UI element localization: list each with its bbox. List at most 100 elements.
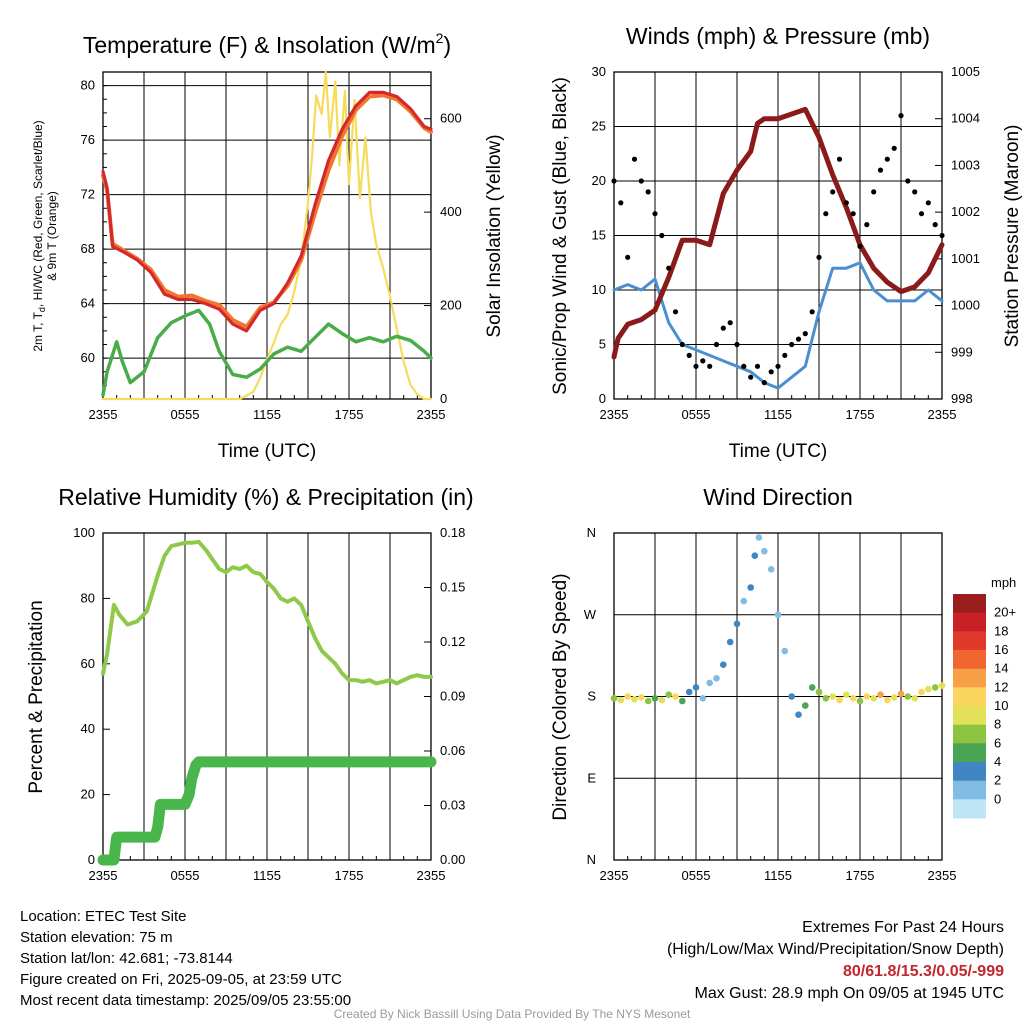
- gust-point: [754, 363, 761, 369]
- gust-point: [871, 189, 877, 195]
- gust-point: [850, 211, 856, 217]
- gust-point: [700, 358, 706, 364]
- station-location: Location: ETEC Test Site: [20, 908, 187, 925]
- direction-point: [856, 697, 864, 705]
- direction-point: [726, 638, 734, 646]
- gust-point: [727, 320, 733, 326]
- direction-point: [699, 695, 707, 702]
- gust-point: [932, 222, 938, 228]
- gust-point: [734, 341, 740, 348]
- direction-point: [610, 695, 618, 702]
- direction-point: [617, 696, 625, 704]
- y-right-tick-label: 1002: [951, 204, 980, 219]
- y-right-tick-label: 200: [440, 298, 462, 313]
- direction-point: [849, 695, 857, 702]
- gust-point: [816, 254, 822, 260]
- direction-point: [802, 702, 809, 709]
- gust-point: [768, 369, 774, 375]
- y-right-tick-label: 1005: [951, 64, 980, 79]
- gust-point: [912, 189, 918, 195]
- y-left-tick-label: 76: [81, 132, 95, 147]
- x-tick-label: 1155: [253, 868, 281, 883]
- legend-label: 18: [994, 623, 1008, 638]
- gust-point: [857, 243, 863, 249]
- gust-point: [686, 352, 692, 358]
- legend-swatch: [953, 594, 986, 614]
- wind-speed-line: [612, 261, 944, 390]
- y-right-tick-label: 0.00: [440, 852, 465, 867]
- station-elevation: Station elevation: 75 m: [20, 929, 173, 946]
- gust-point: [645, 189, 651, 195]
- direction-point: [843, 691, 850, 698]
- y-right-tick-label: 0.09: [440, 689, 465, 704]
- legend-label: 4: [994, 754, 1001, 769]
- y-right-tick-label: 0.03: [440, 798, 465, 813]
- y-right-tick-label: 600: [440, 111, 462, 126]
- gust-point: [925, 200, 931, 206]
- winds-ylabel-left: Sonic/Prop Wind & Gust (Blue, Black): [550, 77, 571, 395]
- direction-point: [918, 688, 925, 696]
- y-left-tick-label: 100: [73, 525, 95, 540]
- direction-point: [672, 693, 679, 700]
- wind-direction-ylabel: Direction (Colored By Speed): [550, 573, 571, 820]
- gust-point: [611, 178, 617, 184]
- direction-point: [890, 694, 898, 701]
- legend-label: 10: [994, 698, 1008, 713]
- y-tick-label: N: [587, 852, 596, 867]
- pressure-line: [611, 106, 945, 360]
- y-left-tick-label: 5: [599, 337, 606, 352]
- extremes-values: 80/61.8/15.3/0.05/-999: [842, 963, 1004, 980]
- extremes-title: Extremes For Past 24 Hours: [802, 919, 1004, 936]
- y-left-tick-label: 0: [599, 391, 606, 406]
- extremes-subtitle: (High/Low/Max Wind/Precipitation/Snow De…: [666, 941, 1004, 958]
- direction-point: [904, 693, 912, 700]
- gust-point: [672, 309, 679, 315]
- temperature-title: Temperature (F) & Insolation (W/m2): [83, 30, 451, 58]
- y-right-tick-label: 0.15: [440, 580, 465, 595]
- gust-point: [707, 363, 713, 369]
- x-tick-label: 1155: [764, 407, 792, 422]
- dewpoint-line: [101, 308, 433, 397]
- legend-swatch: [953, 631, 986, 651]
- extremes-info: Extremes For Past 24 Hours (High/Low/Max…: [667, 917, 1004, 1005]
- temperature-xlabel: Time (UTC): [218, 441, 317, 462]
- direction-point: [870, 695, 877, 702]
- gust-point: [720, 325, 726, 331]
- x-tick-label: 0555: [682, 868, 711, 883]
- gust-point: [659, 232, 665, 239]
- legend-swatch: [953, 687, 986, 707]
- x-tick-label: 1755: [335, 868, 364, 883]
- x-tick-label: 1755: [846, 868, 875, 883]
- legend-swatch: [953, 780, 986, 800]
- x-tick-label: 0555: [171, 868, 200, 883]
- gust-point: [843, 200, 849, 206]
- legend-label: 0: [994, 791, 1001, 806]
- gust-point: [864, 222, 870, 228]
- legend-label: 20+: [994, 605, 1016, 620]
- direction-point: [829, 693, 836, 700]
- max-gust: Max Gust: 28.9 mph On 09/05 at 1945 UTC: [694, 985, 1005, 1002]
- x-tick-label: 2355: [600, 868, 629, 883]
- direction-point: [795, 711, 802, 718]
- gust-point: [809, 309, 815, 315]
- y-left-tick-label: 80: [81, 590, 95, 605]
- legend-swatch: [953, 724, 986, 744]
- y-tick-label: S: [587, 689, 596, 704]
- direction-point: [884, 696, 891, 704]
- direction-point: [761, 547, 768, 555]
- legend-title: mph: [991, 575, 1016, 590]
- direction-point: [706, 679, 713, 687]
- gust-point: [741, 363, 747, 369]
- direction-point: [733, 620, 741, 628]
- direction-point: [836, 696, 843, 704]
- gust-point: [830, 189, 836, 195]
- x-tick-label: 2355: [417, 868, 446, 883]
- gust-point: [789, 341, 795, 348]
- humidity-title: Relative Humidity (%) & Precipitation (i…: [58, 484, 473, 510]
- x-tick-label: 2355: [928, 868, 957, 883]
- legend-swatch: [953, 799, 986, 819]
- precipitation-line: [97, 756, 437, 866]
- gust-point: [666, 265, 672, 271]
- legend-label: 16: [994, 642, 1008, 657]
- y-right-tick-label: 1001: [951, 251, 980, 266]
